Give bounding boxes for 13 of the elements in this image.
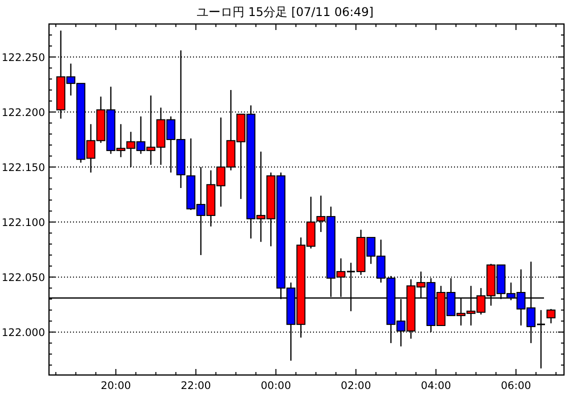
y-tick-label: 122.100 — [2, 217, 45, 230]
x-tick-label: 00:00 — [260, 380, 292, 392]
y-tick-label: 122.150 — [2, 162, 45, 174]
x-tick-label: 22:00 — [180, 380, 211, 392]
x-tick-label: 20:00 — [100, 380, 131, 392]
y-tick-label: 122.200 — [2, 107, 45, 120]
chart-title: ユーロ円 15分足 [07/11 06:49] — [196, 5, 374, 19]
y-tick-label: 122.050 — [2, 272, 45, 284]
x-tick-label: 06:00 — [500, 380, 532, 392]
y-tick-label: 122.250 — [2, 52, 45, 64]
x-tick-label: 04:00 — [420, 380, 452, 392]
x-tick-label: 02:00 — [340, 380, 372, 392]
y-tick-label: 122.000 — [2, 327, 45, 340]
